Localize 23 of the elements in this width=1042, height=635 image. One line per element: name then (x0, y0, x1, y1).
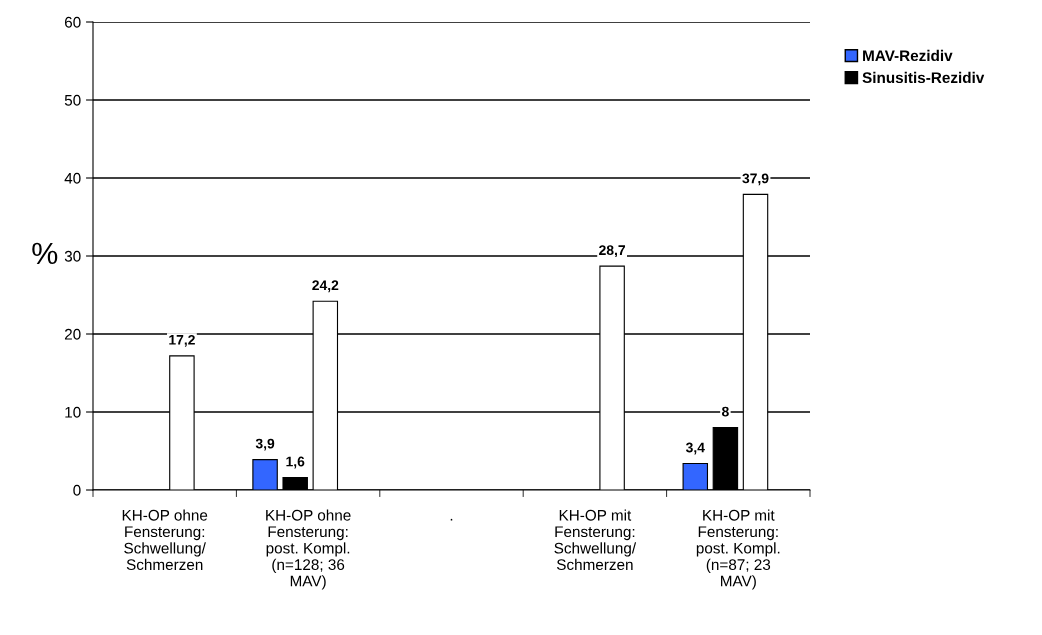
data-label: 3,4 (685, 442, 705, 455)
x-tick-label: KH-OP mit Fensterung: Schwellung/ Schmerzen (554, 509, 637, 571)
y-tick-label: 60 (64, 16, 81, 28)
data-label: 24,2 (312, 280, 339, 293)
x-tick-label: . (450, 518, 453, 521)
data-label: 37,9 (742, 173, 769, 186)
x-tick-label: KH-OP ohne Fensterung: Schwellung/ Schmerzen (122, 509, 208, 571)
y-tick-label: 30 (64, 250, 81, 262)
data-label: 1,6 (286, 456, 305, 469)
y-tick-label: 40 (64, 172, 81, 184)
y-tick-label: 20 (64, 328, 81, 340)
y-tick-label: 50 (64, 94, 81, 106)
legend-label: MAV-Rezidiv (863, 49, 953, 62)
legend-label: Sinusitis-Rezidiv (862, 71, 985, 84)
data-label: 28,7 (599, 245, 626, 258)
y-tick-label: 10 (65, 406, 81, 418)
x-tick-label: KH-OP ohne Fensterung: post. Kompl. (n=128; 36 MAV) (266, 509, 351, 590)
data-label: 3,9 (255, 438, 275, 451)
data-label: 8 (721, 406, 729, 417)
data-label: 17,2 (169, 334, 195, 347)
x-tick-label: KH-OP mit Fensterung: post. Kompl. (n=87; 23 MAV) (696, 509, 780, 590)
y-tick-label: 0 (73, 484, 81, 496)
y-axis-title: % (32, 242, 58, 265)
